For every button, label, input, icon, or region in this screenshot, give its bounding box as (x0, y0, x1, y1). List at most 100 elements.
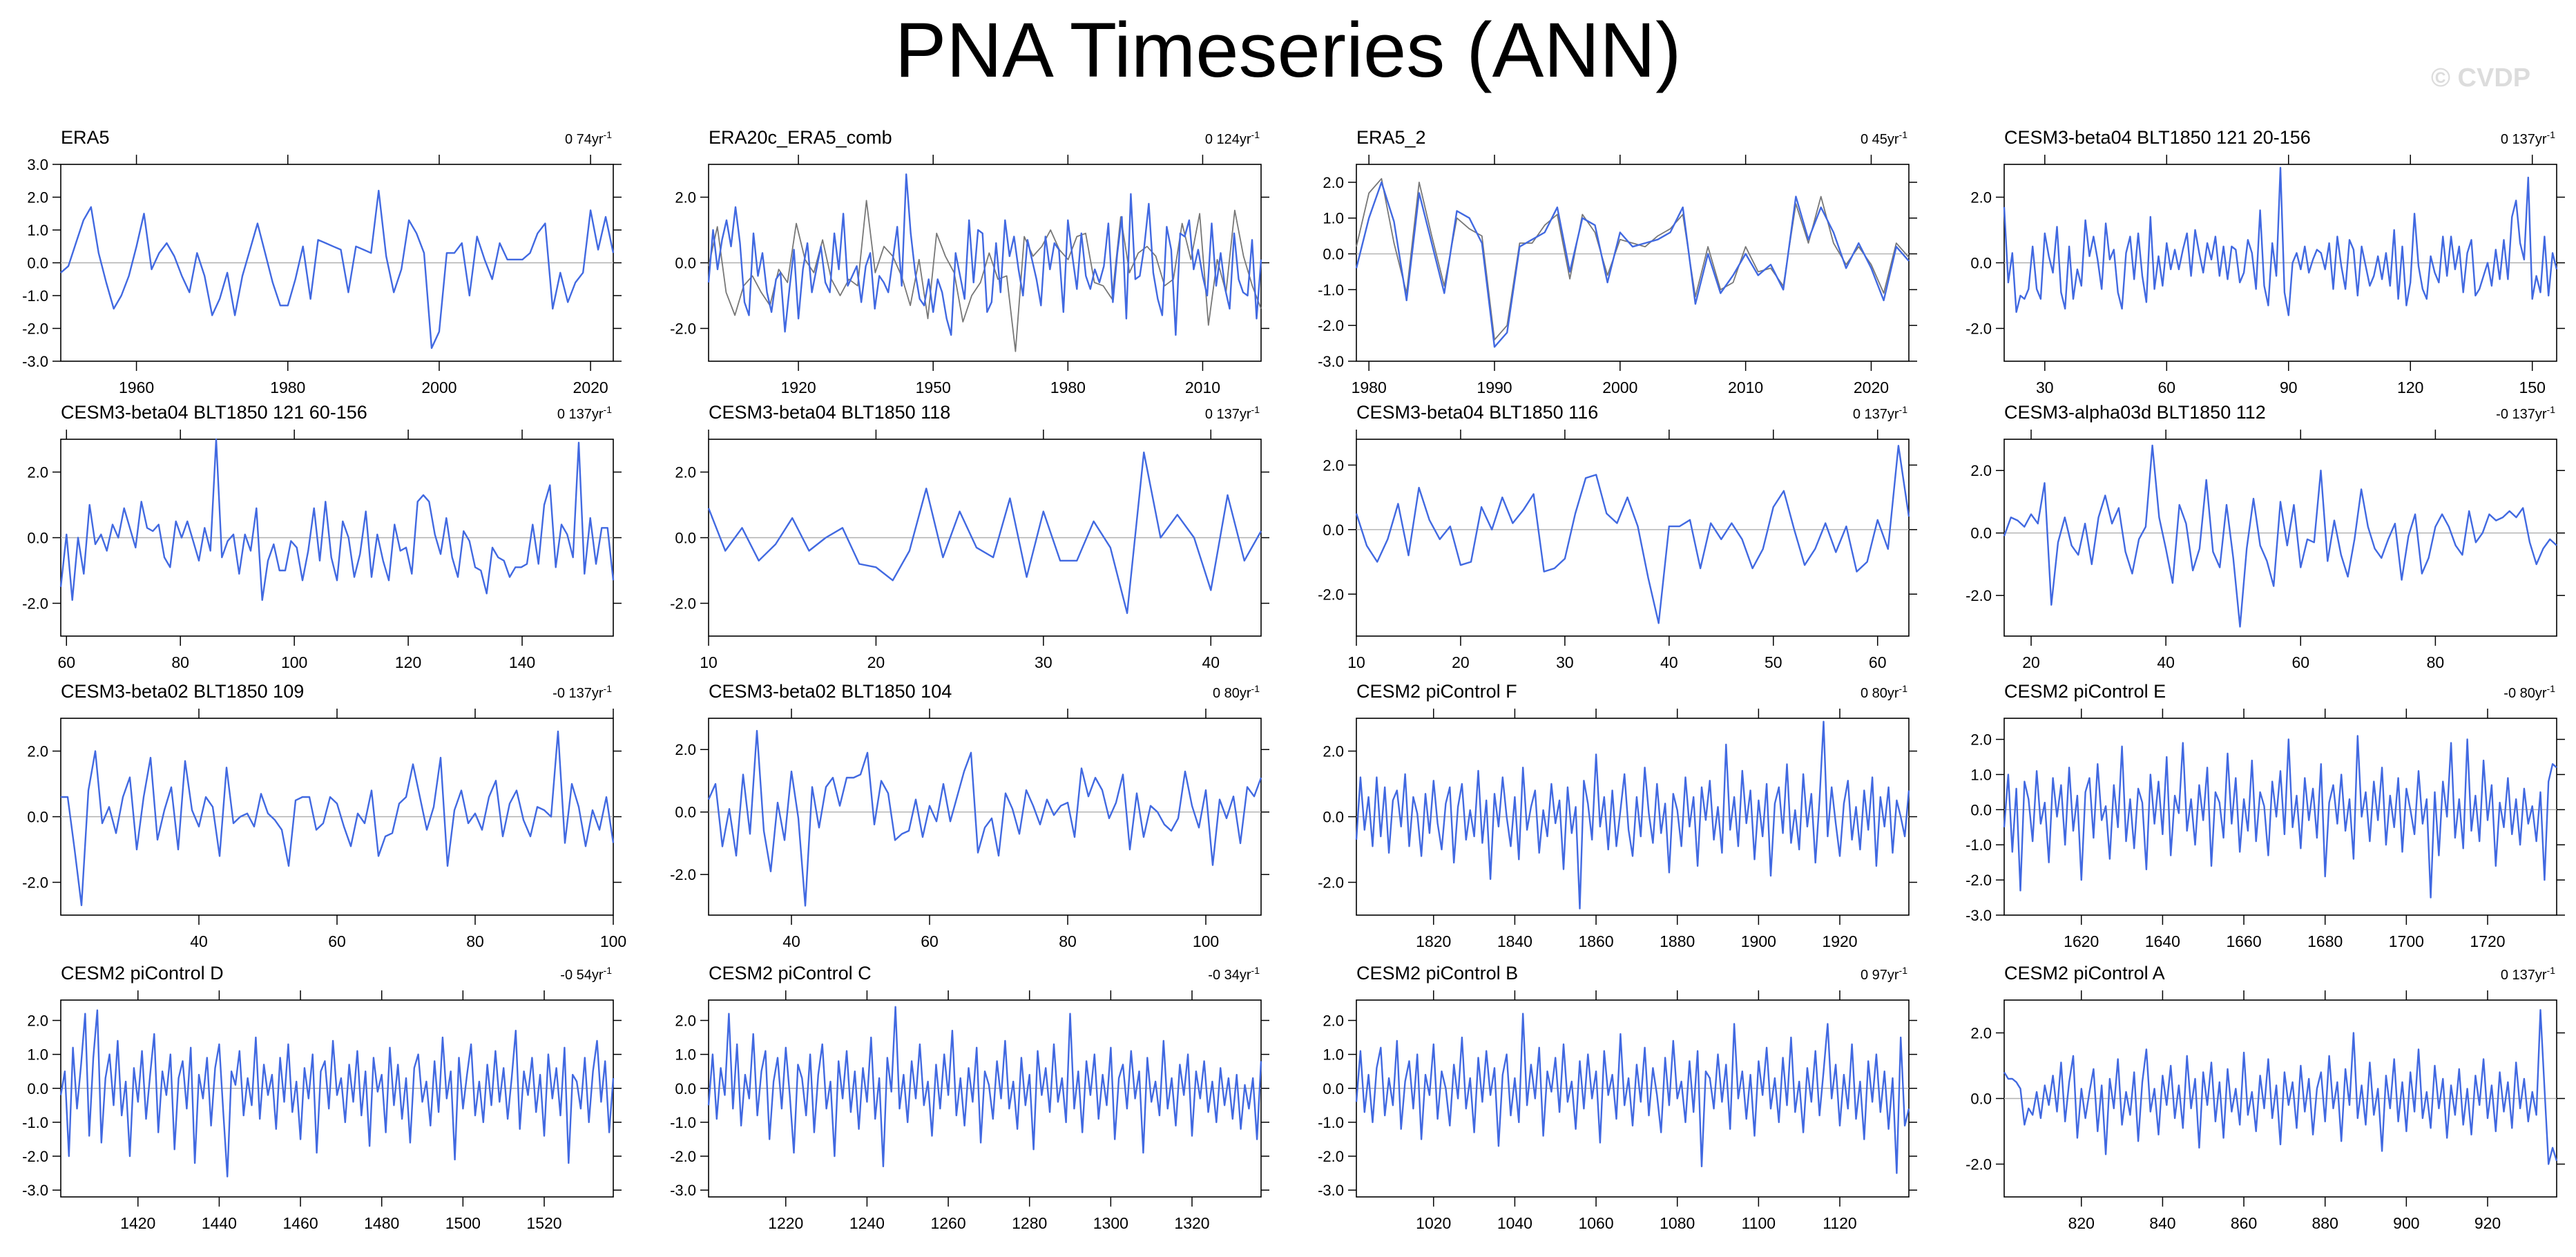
x-tick-label: 20 (867, 653, 885, 671)
x-tick-label: 30 (2036, 378, 2054, 396)
chart-panel-2: -2.0 0.0 2.0 1920 1950 1980 2010 ERA20c_ERA5_co… (670, 127, 1269, 396)
panel-title: CESM3-beta04 BLT1850 118 (709, 402, 950, 423)
y-tick-label: 2.0 (675, 189, 696, 207)
y-tick-label: 1.0 (675, 1046, 696, 1064)
series-line (1355, 720, 1910, 910)
y-tick-label: 0.0 (675, 804, 696, 821)
x-tick-label: 1660 (2226, 932, 2261, 950)
x-tick-label: 90 (2280, 378, 2298, 396)
chart-panel-8: -2.0 0.0 2.0 20 40 60 80 CESM3-alpha03d BLT1850… (1965, 402, 2565, 671)
y-tick-label: -1.0 (22, 1114, 48, 1131)
series-line (1355, 445, 1910, 624)
x-tick-label: 100 (1193, 932, 1219, 950)
trend-label: 0 137yr-1 (1205, 404, 1260, 422)
y-tick-label: 2.0 (1323, 743, 1344, 760)
y-tick-label: 2.0 (1323, 1012, 1344, 1029)
y-tick-label: 3.0 (27, 156, 48, 173)
x-tick-label: 1920 (780, 378, 816, 396)
panel-title: CESM3-beta04 BLT1850 116 (1356, 402, 1598, 423)
chart-panel-9: -2.0 0.0 2.0 40 60 80 100 CESM3-beta02 BLT1850 … (22, 681, 626, 950)
panel-title: CESM3-beta04 BLT1850 121 60-156 (61, 402, 367, 423)
x-tick-label: 80 (466, 932, 484, 950)
panel-title: CESM3-alpha03d BLT1850 112 (2004, 402, 2266, 423)
trend-label: 0 74yr-1 (565, 129, 612, 147)
panel-title: CESM2 piControl C (709, 963, 872, 983)
x-tick-label: 100 (600, 932, 626, 950)
y-tick-label: 0.0 (675, 1080, 696, 1097)
series-line (2003, 444, 2557, 628)
x-tick-label: 1260 (930, 1214, 965, 1232)
y-tick-label: -3.0 (1318, 353, 1344, 370)
y-tick-label: 2.0 (1970, 1025, 1992, 1042)
x-tick-label: 1840 (1497, 932, 1532, 950)
reference-series-line (1356, 177, 1910, 340)
series-line (61, 730, 615, 907)
x-tick-label: 20 (1452, 653, 1470, 671)
series-line (1355, 181, 1910, 348)
y-tick-label: 2.0 (1970, 462, 1992, 479)
plot-frame (1356, 164, 1910, 362)
trend-label: 0 80yr-1 (1213, 683, 1260, 701)
x-tick-label: 40 (190, 932, 208, 950)
trend-label: 0 97yr-1 (1861, 965, 1907, 983)
y-tick-label: 0.0 (675, 530, 696, 547)
series-line (60, 189, 615, 349)
x-tick-label: 840 (2149, 1214, 2175, 1232)
x-tick-label: 920 (2474, 1214, 2501, 1232)
x-tick-label: 80 (2427, 653, 2445, 671)
x-tick-label: 30 (1556, 653, 1574, 671)
y-tick-label: 1.0 (27, 222, 48, 239)
x-tick-label: 1720 (2470, 932, 2505, 950)
trend-label: -0 54yr-1 (560, 965, 612, 983)
y-tick-label: 2.0 (1970, 189, 1992, 207)
y-tick-label: -2.0 (1965, 1156, 1992, 1173)
x-tick-label: 120 (395, 653, 421, 671)
panel-title: ERA5_2 (1356, 127, 1426, 148)
trend-label: 0 137yr-1 (2501, 965, 2555, 983)
trend-label: -0 34yr-1 (1208, 965, 1260, 983)
y-tick-label: 2.0 (27, 464, 48, 481)
chart-panel-10: -2.0 0.0 2.0 40 60 80 100 CESM3-beta02 BLT1850 … (670, 681, 1269, 950)
y-tick-label: -2.0 (22, 874, 48, 892)
plot-frame (1356, 439, 1910, 637)
chart-panel-7: -2.0 0.0 2.0 10 20 30 40 50 60 CESM3-beta04 BLT18… (1318, 402, 1917, 671)
x-tick-label: 1620 (2064, 932, 2099, 950)
plot-frame (708, 718, 1262, 916)
y-tick-label: 2.0 (675, 741, 696, 758)
trend-label: 0 137yr-1 (2501, 129, 2555, 147)
panel-title: ERA5 (61, 127, 110, 148)
series-line (707, 729, 1262, 907)
x-tick-label: 880 (2312, 1214, 2338, 1232)
x-tick-label: 1460 (282, 1214, 318, 1232)
y-tick-label: -2.0 (1965, 320, 1992, 338)
x-tick-label: 1950 (916, 378, 951, 396)
y-tick-label: 1.0 (1970, 766, 1992, 783)
chart-panel-5: -2.0 0.0 2.0 60 80 100 120 140 CESM3-beta04 BLT1… (22, 402, 622, 671)
chart-panel-13: -3.0 -2.0 -1.0 0.0 1.0 2.0 1420 1440 1460 1480 150… (22, 963, 622, 1232)
x-tick-label: 50 (1765, 653, 1782, 671)
x-tick-label: 60 (57, 653, 75, 671)
series-line (707, 173, 1262, 336)
y-tick-label: 2.0 (1323, 457, 1344, 474)
x-tick-label: 1980 (270, 378, 305, 396)
panel-title: CESM2 piControl F (1356, 681, 1517, 702)
trend-label: 0 124yr-1 (1205, 129, 1260, 147)
y-tick-label: -2.0 (1318, 1148, 1344, 1165)
x-tick-label: 1900 (1741, 932, 1776, 950)
x-tick-label: 60 (328, 932, 346, 950)
x-tick-label: 40 (1202, 653, 1220, 671)
trend-label: -0 137yr-1 (2496, 404, 2555, 422)
y-tick-label: -2.0 (670, 320, 696, 338)
y-tick-label: -1.0 (670, 1114, 696, 1131)
x-tick-label: 1480 (364, 1214, 399, 1232)
x-tick-label: 10 (1347, 653, 1365, 671)
chart-panel-16: -2.0 0.0 2.0 820 840 860 880 900 920 CESM2 piCont… (1965, 963, 2565, 1232)
y-tick-label: -3.0 (1965, 907, 1992, 924)
y-tick-label: -3.0 (22, 1182, 48, 1199)
y-tick-label: -2.0 (1318, 874, 1344, 892)
trend-label: -0 80yr-1 (2503, 683, 2555, 701)
y-tick-label: 2.0 (1323, 174, 1344, 191)
chart-panel-12: -3.0 -2.0 -1.0 0.0 1.0 2.0 1620 1640 1660 1680 170… (1965, 681, 2565, 950)
x-tick-label: 1100 (1742, 1214, 1776, 1232)
y-tick-label: -2.0 (1318, 586, 1344, 603)
